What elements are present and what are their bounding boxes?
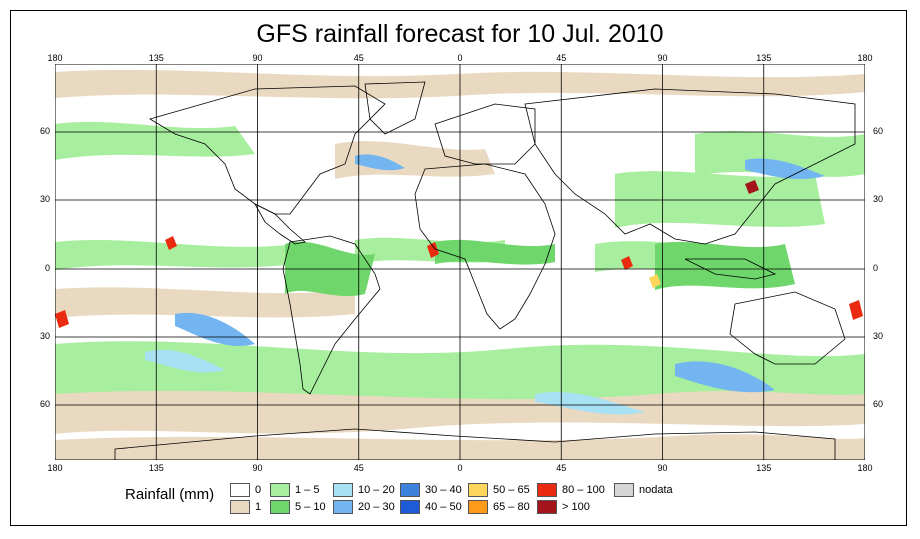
rain-band-s-pacific	[55, 287, 355, 318]
rain-blob-sw-pacific	[175, 312, 255, 347]
legend-label: > 100	[562, 501, 590, 513]
rain-blob-s-atlantic	[145, 349, 225, 373]
heavy-rain-china	[745, 180, 759, 194]
graticule	[55, 64, 865, 460]
legend-title: Rainfall (mm)	[125, 486, 215, 503]
heavy-rain-aus-east	[849, 300, 863, 320]
legend-swatch	[400, 500, 420, 514]
legend-label: 80 – 100	[562, 484, 605, 496]
legend-label: 50 – 65	[493, 484, 530, 496]
heavy-rain-w-africa	[427, 242, 439, 258]
rain-band-se-asia	[655, 241, 795, 290]
top-tick-label: 180	[857, 53, 873, 63]
rain-band-n-pacific-east	[695, 131, 865, 177]
asia-outline	[524, 88, 856, 245]
legend-label: 10 – 20	[358, 484, 395, 496]
rainfall-map-svg	[54, 63, 866, 461]
top-tick-label: 90	[657, 53, 668, 63]
legend: Rainfall (mm) 0 1 1 – 5 5 – 10 10 – 20 20 – 3…	[0, 482, 920, 522]
greenland-outline	[364, 81, 426, 135]
figure-frame	[10, 10, 907, 526]
legend-swatch	[537, 483, 557, 497]
legend-swatch	[468, 500, 488, 514]
bottom-tick-label: 180	[47, 463, 63, 473]
legend-label: 20 – 30	[358, 501, 395, 513]
heavy-rain-bay-bengal	[649, 274, 661, 288]
rain-band-n-atlantic	[335, 141, 495, 179]
bottom-tick-label: 180	[857, 463, 873, 473]
left-tick-label: 30	[39, 194, 50, 204]
legend-swatch	[270, 500, 290, 514]
legend-swatch	[270, 483, 290, 497]
bottom-tick-label: 90	[657, 463, 668, 473]
left-tick-label: 60	[39, 126, 50, 136]
legend-swatch	[230, 500, 250, 514]
map-title: GFS rainfall forecast for 10 Jul. 2010	[256, 20, 664, 48]
australia-outline	[729, 291, 846, 365]
legend-swatch	[468, 483, 488, 497]
europe-outline	[434, 103, 536, 165]
rain-band-n-pacific	[55, 121, 255, 160]
heavy-rain-india	[621, 256, 633, 270]
rainfall-map	[54, 63, 866, 461]
right-tick-label: 30	[873, 331, 884, 341]
heavy-rain-pacific	[165, 236, 177, 250]
legend-label: 30 – 40	[425, 484, 462, 496]
top-tick-label: 90	[252, 53, 263, 63]
top-tick-label: 135	[148, 53, 164, 63]
legend-swatch	[400, 483, 420, 497]
top-tick-label: 45	[353, 53, 364, 63]
right-tick-label: 60	[873, 399, 884, 409]
bottom-tick-label: 90	[252, 463, 263, 473]
left-tick-label: 60	[39, 399, 50, 409]
right-tick-label: 60	[873, 126, 884, 136]
legend-swatch	[614, 483, 634, 497]
rain-blob-s-ocean-east	[535, 391, 645, 415]
legend-label: 1 – 5	[295, 484, 320, 496]
legend-swatch	[333, 500, 353, 514]
legend-label: 1	[255, 501, 262, 513]
top-tick-label: 180	[47, 53, 63, 63]
bottom-tick-label: 135	[148, 463, 164, 473]
legend-swatch	[537, 500, 557, 514]
top-tick-label: 135	[756, 53, 772, 63]
top-tick-label: 0	[457, 53, 463, 63]
rain-band-itcz-pacific	[55, 240, 295, 270]
legend-label: 65 – 80	[493, 501, 530, 513]
central-america-outline	[254, 203, 306, 245]
bottom-tick-label: 45	[353, 463, 364, 473]
legend-label: 40 – 50	[425, 501, 462, 513]
indonesia-outline	[684, 258, 777, 280]
bottom-tick-label: 0	[457, 463, 463, 473]
rain-blob-n-atlantic	[355, 154, 405, 171]
north-america-outline	[149, 85, 386, 215]
legend-label: nodata	[639, 484, 673, 496]
left-tick-label: 0	[44, 263, 50, 273]
legend-swatch	[333, 483, 353, 497]
right-tick-label: 30	[873, 194, 884, 204]
rain-band-asia-monsoon	[615, 171, 825, 228]
rain-band-africa	[435, 239, 555, 265]
africa-outline	[414, 163, 556, 330]
rain-blob-n-pacific	[745, 158, 825, 180]
legend-label: 5 – 10	[295, 501, 326, 513]
bottom-tick-label: 45	[556, 463, 567, 473]
legend-label: 0	[255, 484, 262, 496]
left-tick-label: 30	[39, 331, 50, 341]
top-tick-label: 45	[556, 53, 567, 63]
heavy-rain-se-pacific	[55, 310, 69, 328]
rain-blob-s-indian	[675, 361, 775, 393]
bottom-tick-label: 135	[756, 463, 772, 473]
right-tick-label: 0	[873, 263, 879, 273]
south-america-outline	[282, 235, 381, 395]
legend-swatch	[230, 483, 250, 497]
